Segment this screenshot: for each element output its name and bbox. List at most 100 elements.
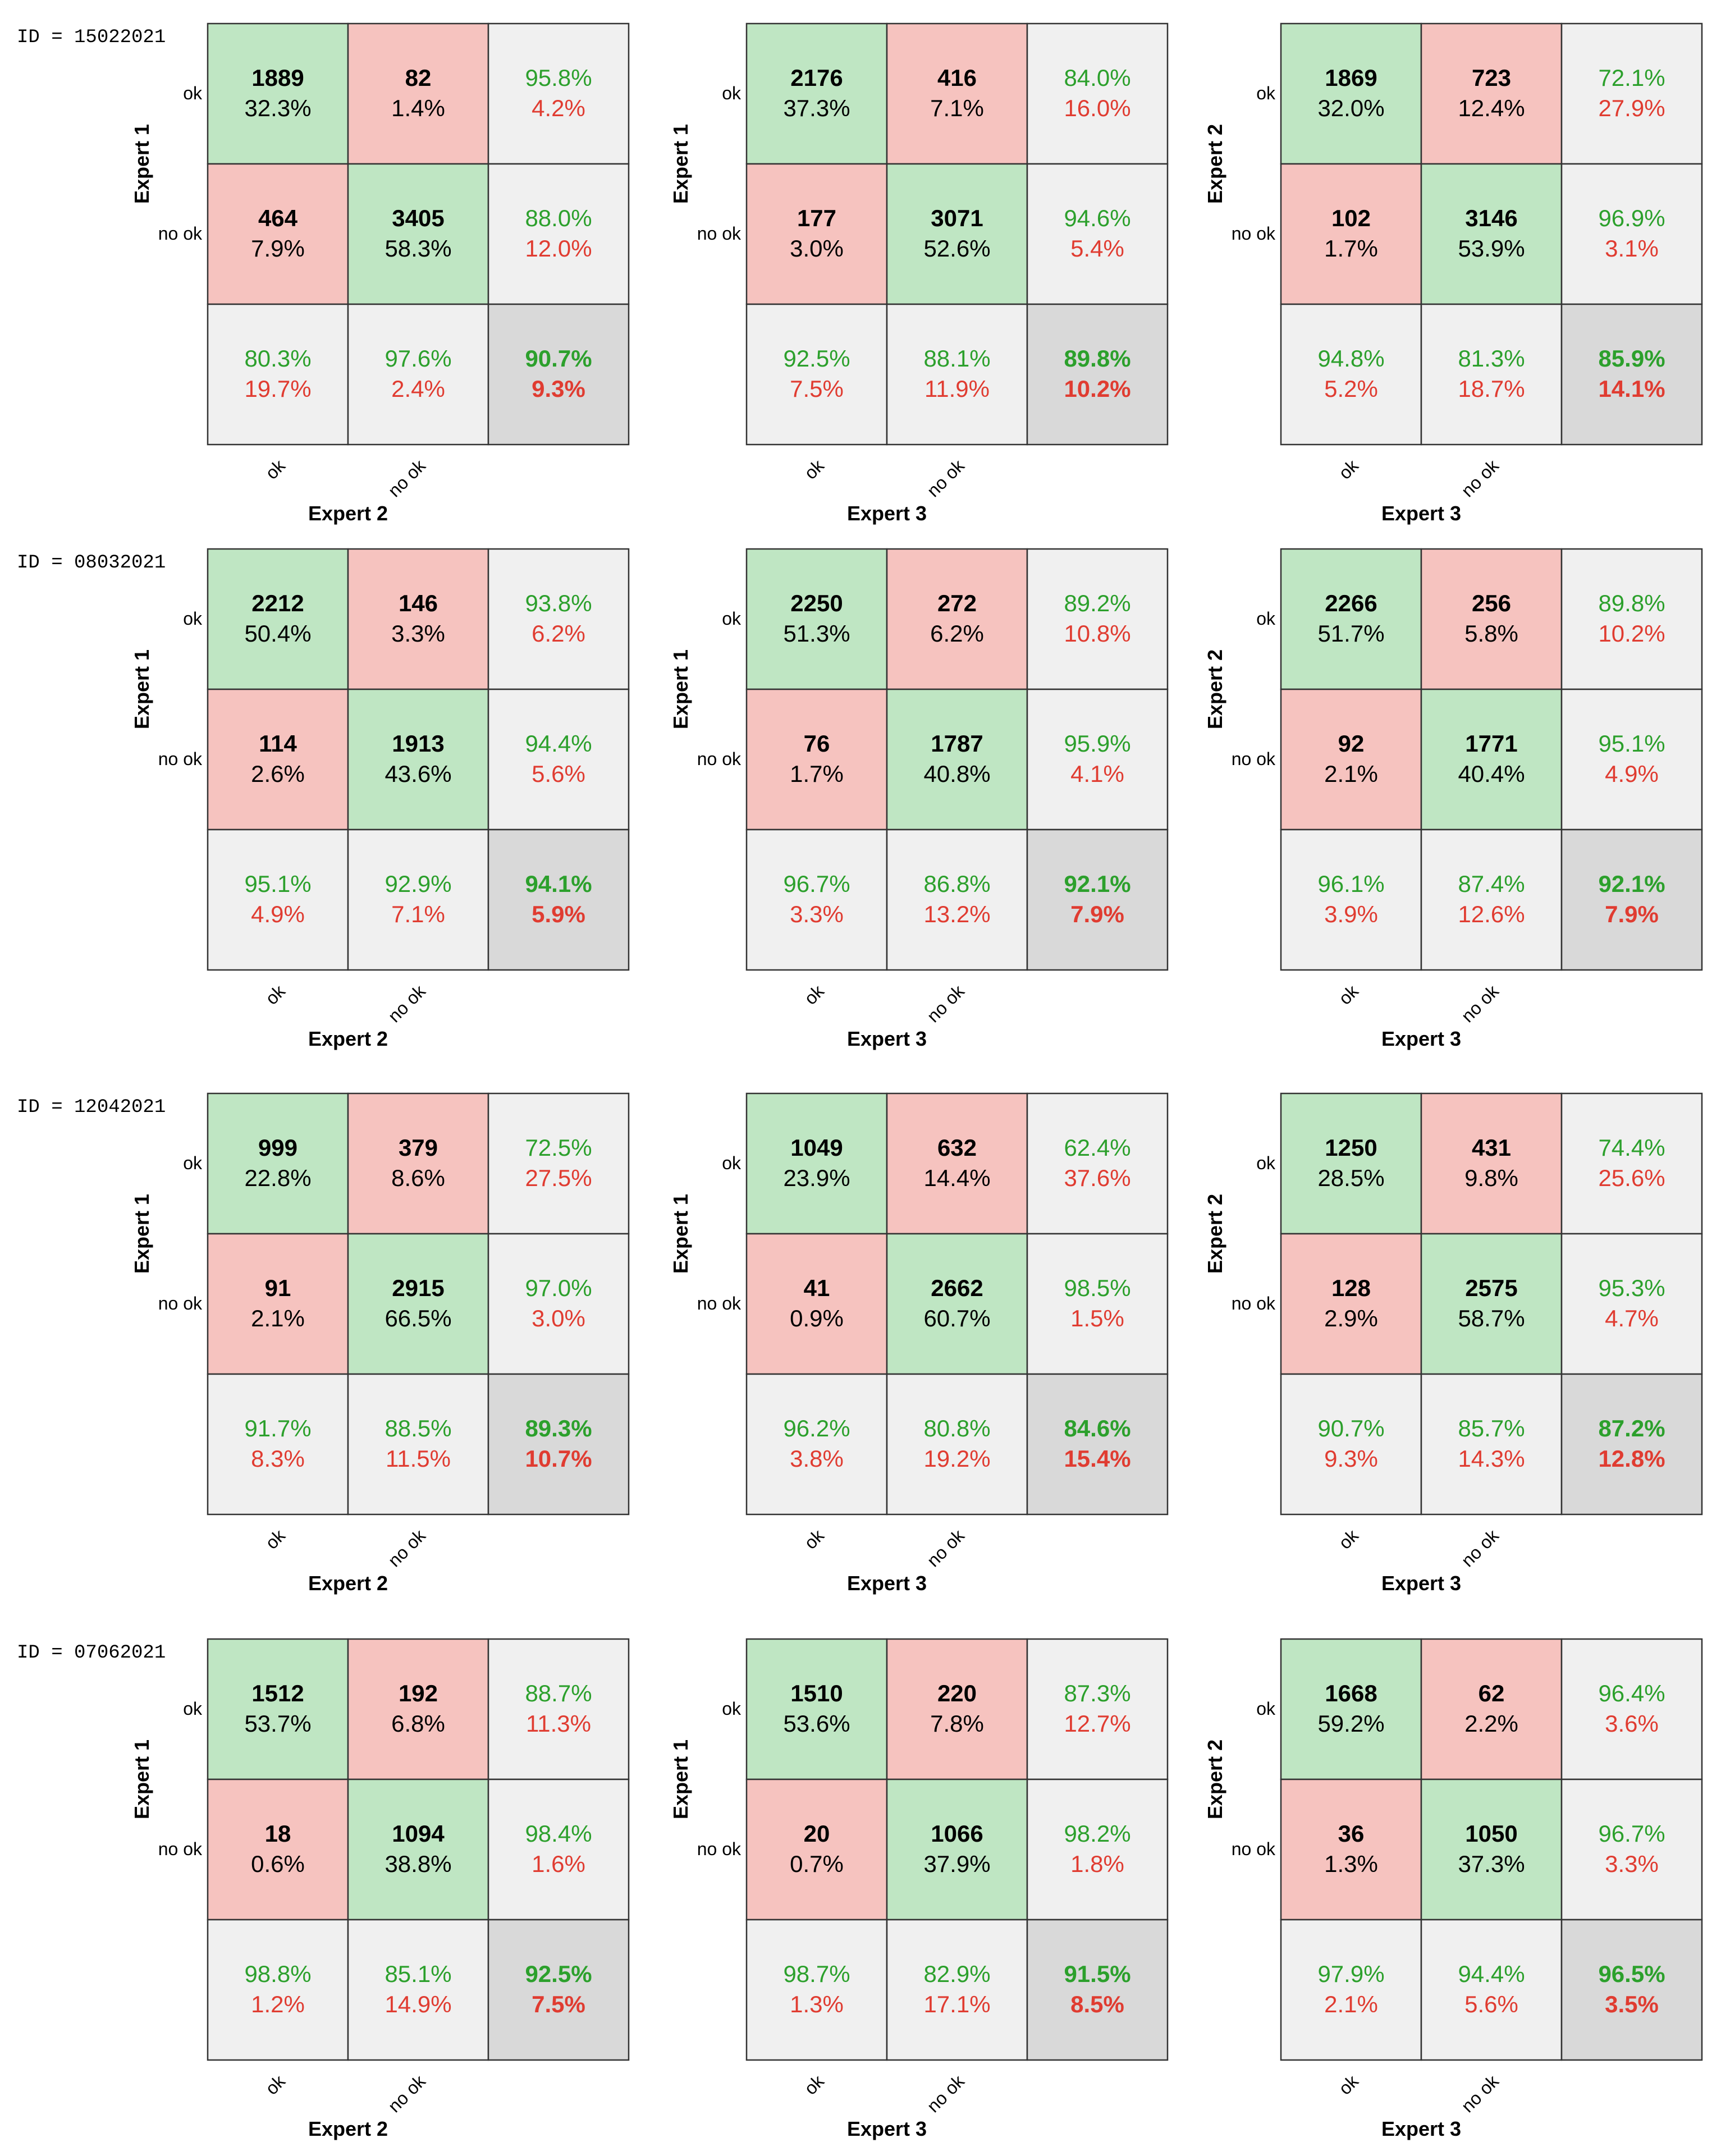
summary-cell [487, 1092, 630, 1235]
total-accuracy: 91.5% [1064, 1961, 1130, 1987]
row-tick-label: ok [183, 83, 203, 103]
cell-count: 1094 [392, 1820, 445, 1847]
correct-cell [1280, 548, 1422, 690]
x-axis-label: Expert 3 [847, 2117, 927, 2140]
incorrect-cell [1280, 163, 1422, 305]
row-tick-label: ok [1256, 608, 1276, 629]
col-error: 14.3% [1458, 1445, 1525, 1472]
col-recall: 94.4% [1458, 1961, 1525, 1987]
col-tick-label: ok [1335, 455, 1363, 483]
cell-count: 1510 [790, 1680, 843, 1706]
row-precision: 62.4% [1064, 1134, 1130, 1161]
total-error: 7.5% [532, 1991, 585, 2017]
col-tick-label: no ok [923, 981, 969, 1027]
row-error: 25.6% [1598, 1165, 1665, 1191]
correct-cell [347, 1233, 489, 1375]
incorrect-cell [745, 163, 888, 305]
row-precision: 96.9% [1598, 205, 1665, 231]
summary-cell [886, 1373, 1028, 1516]
col-tick-label: ok [262, 981, 290, 1009]
col-error: 3.3% [790, 901, 844, 927]
row-precision: 84.0% [1064, 65, 1130, 91]
incorrect-cell [207, 688, 349, 831]
total-error: 8.5% [1070, 1991, 1124, 2017]
summary-cell [207, 1373, 349, 1516]
col-tick-label: ok [1335, 2071, 1363, 2099]
summary-cell [886, 828, 1028, 971]
row-precision: 89.8% [1598, 590, 1665, 616]
row-precision: 95.1% [1598, 730, 1665, 757]
cell-count: 102 [1331, 205, 1371, 231]
total-accuracy: 90.7% [525, 345, 592, 372]
incorrect-cell [347, 22, 489, 165]
incorrect-cell [1420, 1638, 1563, 1780]
total-accuracy-cell [487, 1919, 630, 2061]
confusion-matrix: 1668 59.2% 62 2.2% 96.4% 3.6% 36 1.3% 1050 37.3% 9… [1203, 1638, 1703, 2140]
incorrect-cell [1280, 1778, 1422, 1921]
row-tick-label: no ok [158, 1839, 203, 1859]
col-recall: 90.7% [1317, 1415, 1384, 1441]
cell-percent: 12.4% [1458, 95, 1525, 121]
cell-count: 41 [804, 1275, 830, 1301]
cell-count: 1049 [790, 1134, 843, 1161]
cell-percent: 37.3% [1458, 1851, 1525, 1877]
col-recall: 96.1% [1317, 871, 1384, 897]
cell-percent: 66.5% [385, 1305, 451, 1331]
cell-percent: 5.8% [1464, 620, 1518, 647]
row-tick-label: ok [183, 1699, 203, 1719]
row-precision: 72.5% [525, 1134, 592, 1161]
summary-cell [1026, 1778, 1169, 1921]
row-tick-label: no ok [158, 749, 203, 769]
col-tick-label: ok [262, 455, 290, 483]
col-tick-label: ok [262, 2071, 290, 2099]
cell-count: 3071 [931, 205, 983, 231]
cell-percent: 43.6% [385, 761, 451, 787]
incorrect-cell [1420, 1092, 1563, 1235]
cell-percent: 58.7% [1458, 1305, 1525, 1331]
col-error: 5.2% [1324, 376, 1378, 402]
cell-count: 192 [399, 1680, 438, 1706]
summary-cell [347, 1373, 489, 1516]
cell-count: 464 [258, 205, 298, 231]
cell-count: 20 [804, 1820, 830, 1847]
row-error: 1.8% [1070, 1851, 1124, 1877]
x-axis-label: Expert 3 [1381, 1572, 1461, 1595]
cell-percent: 9.8% [1464, 1165, 1518, 1191]
x-axis-label: Expert 3 [1381, 502, 1461, 525]
col-tick-label: no ok [384, 455, 430, 501]
y-axis-label: Expert 2 [1203, 649, 1226, 729]
cell-count: 1889 [251, 65, 304, 91]
cell-percent: 53.6% [783, 1710, 850, 1737]
cell-percent: 40.4% [1458, 761, 1525, 787]
cell-percent: 14.4% [923, 1165, 990, 1191]
row-tick-label: no ok [158, 223, 203, 244]
summary-cell [487, 548, 630, 690]
row-tick-label: ok [1256, 1153, 1276, 1173]
cell-count: 18 [265, 1820, 291, 1847]
correct-cell [207, 548, 349, 690]
row-tick-label: ok [183, 1153, 203, 1173]
total-accuracy-cell [1026, 828, 1169, 971]
cell-percent: 1.7% [1324, 235, 1378, 262]
incorrect-cell [745, 688, 888, 831]
total-accuracy: 84.6% [1064, 1415, 1130, 1441]
cell-count: 2250 [790, 590, 843, 616]
summary-cell [745, 303, 888, 446]
col-tick-label: no ok [1457, 2071, 1503, 2117]
cell-percent: 8.6% [391, 1165, 445, 1191]
confusion-matrix: 2212 50.4% 146 3.3% 93.8% 6.2% 114 2.6% 1913 43.6… [130, 548, 630, 1050]
row-tick-label: no ok [697, 223, 742, 244]
correct-cell [1420, 688, 1563, 831]
summary-cell [487, 22, 630, 165]
col-recall: 97.6% [385, 345, 451, 372]
col-tick-label: no ok [384, 981, 430, 1027]
correct-cell [207, 22, 349, 165]
total-accuracy-cell [1560, 828, 1703, 971]
cell-percent: 59.2% [1317, 1710, 1384, 1737]
cell-count: 2176 [790, 65, 843, 91]
cell-percent: 0.6% [251, 1851, 305, 1877]
summary-cell [207, 303, 349, 446]
summary-cell [886, 303, 1028, 446]
row-error: 27.5% [525, 1165, 592, 1191]
